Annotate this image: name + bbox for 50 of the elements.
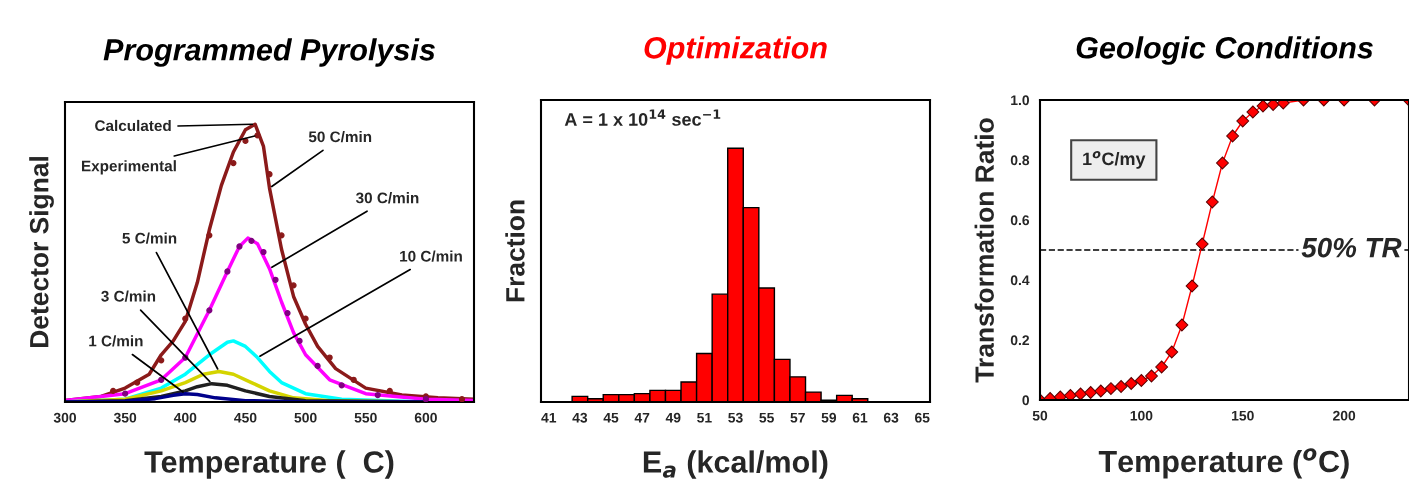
chart-title: Optimization [644,36,827,65]
text: A = 1 x 10$^{14}$ sec$^{−1}$ [564,109,721,126]
x-tick-label: 65 [915,412,930,423]
text: 5 C/min [122,232,177,244]
chart-title: Geologic Conditions [1076,36,1373,65]
x-tick-label: 300 [53,412,77,423]
chart-title: Programmed Pyrolysis [103,38,435,67]
y-tick-label: 1.0 [1011,95,1030,106]
x-tick-label: 51 [697,412,712,423]
x-tick-label: 57 [790,412,805,423]
y-tick-label: 0.8 [1010,155,1030,166]
y-axis-title: Fraction [505,200,525,302]
x-tick-label: 63 [883,412,899,423]
annotation: 1$^{o}$C/my [1083,151,1146,169]
x-axis-title: E$_{a}$ (kcal/mol) [643,450,828,479]
x-tick-label: 43 [572,412,588,423]
x-tick-label: 61 [852,412,868,423]
x-tick-label: 55 [759,412,774,423]
y-axis-title: Detector Signal [29,157,54,348]
text: 10 C/min [400,250,462,262]
text: 30 C/min [355,192,419,204]
x-tick-label: 150 [1232,410,1254,421]
text: 1 C/min [89,335,143,347]
ref-line-label: 50% TR [1301,237,1402,258]
text: 50 C/min [308,130,372,143]
x-tick-label: 45 [603,412,619,423]
x-tick-label: 41 [541,412,557,423]
y-tick-label: 0 [1022,395,1030,406]
x-tick-label: 500 [294,412,317,423]
x-tick-label: 47 [634,412,650,423]
x-tick-label: 50 [1032,410,1048,421]
annotation: Calculated [95,119,171,132]
x-tick-label: 49 [665,412,681,423]
annotation: Experimental [81,160,176,175]
text: 3 C/min [101,290,156,302]
x-tick-label: 200 [1333,410,1356,421]
y-tick-label: 0.2 [1010,335,1030,346]
x-axis-title: Temperature ($^{o}$C) [1098,448,1349,479]
x-tick-label: 59 [821,412,837,423]
x-tick-label: 550 [354,412,377,423]
x-tick-label: 450 [234,412,257,423]
x-tick-label: 400 [173,412,197,423]
x-tick-label: 100 [1130,410,1153,421]
x-tick-label: 600 [414,412,437,423]
y-axis-title: Transformation Ratio [974,118,994,383]
x-tick-label: 53 [728,412,743,423]
x-axis-title: Temperature ( C) [144,450,394,479]
y-tick-label: 0.6 [1010,215,1030,226]
x-tick-label: 350 [113,412,137,423]
y-tick-label: 0.4 [1010,275,1030,286]
